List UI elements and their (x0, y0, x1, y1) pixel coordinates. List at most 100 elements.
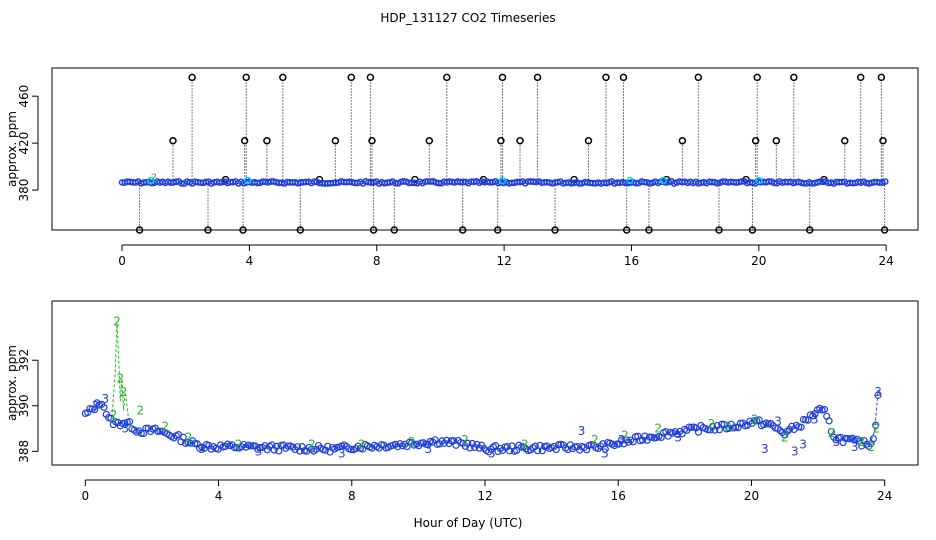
label-3-point: 3 (601, 447, 609, 461)
bottom-point (270, 446, 278, 454)
spike-high-point (602, 73, 610, 82)
spike-mid-point (584, 137, 593, 145)
cyan-point (498, 176, 507, 185)
bottom-axes: 0 4 8 12 16 20 24 388 390 392 (17, 349, 892, 503)
green-trace-line (111, 321, 130, 420)
label-2-point: 2 (408, 435, 416, 449)
bottom-point (755, 416, 763, 424)
bottom-point (874, 391, 882, 399)
spike-mid-point (368, 137, 376, 145)
baseline-point (632, 179, 640, 187)
label-3-point: 3 (851, 440, 859, 454)
top-plot-frame (51, 67, 919, 231)
label-3-point: 3 (338, 447, 346, 461)
spike-mid-point (425, 137, 434, 145)
spike-mid-point (879, 137, 887, 145)
label-2-point: 2 (235, 438, 243, 452)
label-2-point: 2 (873, 422, 881, 436)
bottom-point (191, 440, 199, 448)
spike-low-point (806, 226, 814, 234)
label-2-point: 2 (113, 315, 121, 329)
spike-mid-point (678, 137, 687, 145)
bottom-x-tick-label: 20 (744, 489, 759, 503)
label-3-point: 3 (791, 444, 799, 458)
spike-high-point (443, 73, 451, 82)
spike-high-point (188, 73, 196, 82)
bottom-ylabel: approx. ppm (5, 345, 19, 421)
cyan-point (244, 176, 252, 185)
label-2-point: 2 (708, 417, 716, 431)
bottom-point (205, 441, 213, 450)
label-2-point: 2 (461, 433, 469, 447)
spike-low-point (390, 226, 399, 234)
spike-low-point (748, 226, 757, 234)
label-3-point: 3 (618, 433, 626, 447)
cyan-point (755, 176, 763, 185)
bottom-point (153, 427, 162, 435)
spike-high-point (619, 73, 628, 82)
spike-low-point (239, 226, 247, 234)
bottom-point (256, 443, 264, 452)
bottom-x-tick-label: 8 (348, 489, 356, 503)
bottom-y-tick-label: 390 (17, 394, 31, 417)
bottom-point (601, 445, 609, 453)
top-panel: approx. ppm 0 4 8 12 16 20 24 380 420 460 2 (5, 67, 919, 268)
bottom-plot-frame (51, 300, 919, 466)
bottom-point (107, 414, 115, 422)
spike-high-point (753, 73, 761, 82)
top-axes: 0 4 8 12 16 20 24 380 420 460 (17, 85, 894, 268)
top-x-tick-label: 24 (879, 254, 894, 268)
spike-mid-point (516, 137, 524, 145)
spike-mid-point (751, 137, 760, 145)
bottom-y-tick-label: 392 (17, 349, 31, 372)
bottom-x-tick-label: 12 (477, 489, 492, 503)
spike-mid-point (169, 137, 177, 145)
label-2-point: 2 (828, 426, 836, 440)
bottom-point (230, 444, 239, 452)
spike-low-point (622, 226, 631, 234)
bottom-point (142, 424, 150, 432)
bottom-point (573, 442, 581, 451)
spike-mid-point (263, 137, 271, 145)
label-2-point: 2 (724, 419, 732, 433)
label-2-point: 2 (161, 419, 169, 433)
spike-high-point (694, 73, 703, 82)
label-3-point: 3 (91, 399, 99, 413)
label-3-point: 3 (874, 385, 882, 399)
label-3-point: 3 (833, 435, 841, 449)
bottom-point (869, 435, 877, 443)
label-2-point: 2 (868, 440, 876, 454)
bottom-point (91, 406, 99, 414)
label-3-point: 3 (101, 392, 109, 406)
spike-low-point (204, 226, 212, 234)
spike-low-point (715, 226, 723, 234)
spike-mid-point (240, 137, 249, 145)
label-3-point: 3 (425, 442, 433, 456)
label-2-point: 2 (521, 438, 529, 452)
spike-low-point (493, 226, 502, 234)
bottom-point (487, 445, 495, 453)
figure-title: HDP_131127 CO2 Timeseries (380, 11, 555, 25)
spike-high-point (877, 73, 886, 82)
cyan-point (626, 176, 634, 185)
bottom-point (527, 446, 535, 454)
bottom-y-tick-label: 388 (17, 440, 31, 463)
bottom-point (100, 403, 108, 411)
top-x-tick-label: 12 (496, 254, 511, 268)
spike-low-point (296, 226, 305, 234)
label-3-point: 3 (488, 447, 496, 461)
top-x-tick-label: 16 (624, 254, 639, 268)
label-2-point: 2 (654, 422, 662, 436)
bottom-point (645, 433, 654, 441)
top-ylabel: approx. ppm (5, 111, 19, 187)
spike-low-point (880, 226, 889, 234)
label-2-point: 2 (110, 408, 118, 422)
top-y-tick-label: 380 (17, 179, 31, 202)
spike-low-point (135, 226, 144, 234)
label-2-point: 2 (136, 403, 144, 417)
spike-mid-point (497, 137, 505, 145)
bottom-point (825, 417, 833, 425)
